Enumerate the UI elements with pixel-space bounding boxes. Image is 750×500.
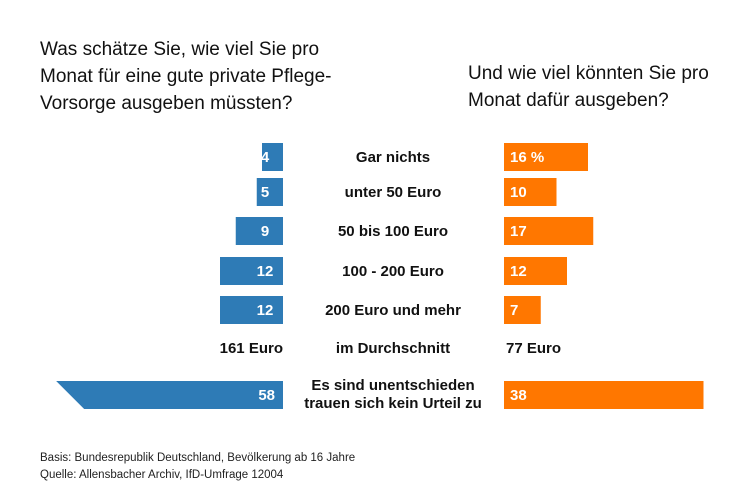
right-bar-value: 12 [510, 263, 527, 280]
left-bar-undecided [56, 381, 284, 409]
average-right-value: 77 Euro [506, 340, 561, 357]
right-question: Und wie viel könnten Sie pro Monat dafür… [468, 63, 709, 111]
right-bar [504, 257, 567, 285]
right-bar [504, 178, 557, 206]
undecided-label-line1: Es sind unentschieden [311, 377, 474, 394]
left-undecided-value: 58 [258, 387, 275, 404]
category-label: 100 - 200 Euro [342, 263, 444, 280]
left-bar [220, 257, 283, 285]
category-label: 200 Euro und mehr [325, 302, 461, 319]
left-bar-value: 12 [257, 263, 274, 280]
average-label: im Durchschnitt [336, 340, 450, 357]
left-bar-value: 9 [261, 223, 269, 240]
right-bar-undecided [504, 381, 704, 409]
right-bar-value: 7 [510, 302, 518, 319]
footer-source: Quelle: Allensbacher Archiv, IfD-Umfrage… [40, 469, 284, 481]
category-label: 50 bis 100 Euro [338, 223, 448, 240]
right-bar-value: 16 % [510, 149, 544, 166]
right-bar-value: 17 [510, 223, 527, 240]
right-bar-value: 10 [510, 184, 527, 201]
category-label: unter 50 Euro [345, 184, 442, 201]
average-left-value: 161 Euro [220, 340, 283, 357]
left-question: Was schätze Sie, wie viel Sie pro Monat … [40, 39, 332, 114]
left-bar-value: 12 [257, 302, 274, 319]
category-label: Gar nichts [356, 149, 430, 166]
left-bar [220, 296, 283, 324]
right-bar [504, 143, 588, 171]
left-bar-value: 5 [261, 184, 269, 201]
right-bar [504, 296, 541, 324]
footer-basis: Basis: Bundesrepublik Deutschland, Bevöl… [40, 452, 356, 464]
left-bar [262, 143, 283, 171]
right-undecided-value: 38 [510, 387, 527, 404]
undecided-label-line2: trauen sich kein Urteil zu [304, 395, 482, 412]
left-bar [256, 178, 283, 206]
right-bar [504, 217, 594, 245]
left-bar-value: 4 [261, 149, 270, 166]
left-bar [235, 217, 283, 245]
